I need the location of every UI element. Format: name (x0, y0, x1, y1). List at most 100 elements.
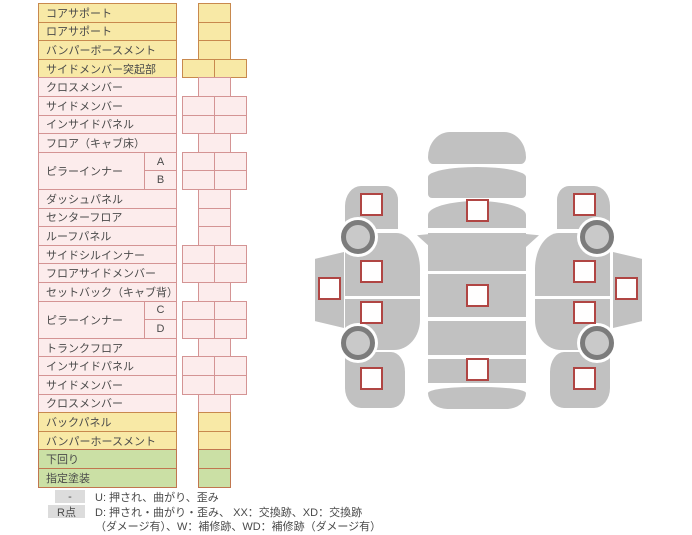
part-label: ピラーインナー (38, 300, 145, 339)
damage-cell-right[interactable] (214, 263, 247, 283)
damage-cell[interactable] (198, 77, 231, 97)
damage-cell-right[interactable] (214, 170, 247, 190)
damage-cell[interactable] (198, 207, 231, 228)
part-sublabel-A: A (144, 151, 177, 172)
right-rear-wheel (580, 326, 614, 360)
damage-cell-left[interactable] (182, 356, 215, 376)
damage-cell[interactable] (198, 430, 231, 451)
damage-cell-right[interactable] (214, 356, 247, 376)
diagram-checkbox-right-front-fender[interactable] (573, 193, 596, 216)
damage-cell-left[interactable] (182, 375, 215, 395)
part-label: 下回り (38, 449, 177, 469)
legend-text-d: D: 押され・曲がり・歪み、 XX：交換跡、XD：交換跡 (95, 507, 363, 519)
part-label: フロアサイドメンバー (38, 263, 177, 283)
part-sublabel-D: D (144, 319, 177, 339)
part-label: インサイドパネル (38, 114, 177, 135)
damage-cell-left[interactable] (182, 263, 215, 283)
damage-cell-left[interactable] (182, 96, 215, 116)
car-top-rear-bumper (428, 387, 526, 409)
damage-cell-left[interactable] (182, 58, 215, 79)
diagram-checkbox-right-rear-fender[interactable] (573, 367, 596, 390)
damage-cell[interactable] (198, 449, 231, 469)
left-front-wheel (341, 220, 375, 254)
diagram-checkbox-trunk[interactable] (466, 358, 489, 381)
part-label: フロア（キャブ床） (38, 133, 177, 153)
diagram-checkbox-right-bumper[interactable] (615, 277, 638, 300)
damage-cell-right[interactable] (214, 375, 247, 395)
part-label: サイドメンバー (38, 96, 177, 116)
part-label: クロスメンバー (38, 393, 177, 414)
damage-cell-right[interactable] (214, 300, 247, 321)
damage-cell-left[interactable] (182, 151, 215, 172)
legend-text-u: U: 押され、曲がり、歪み (95, 492, 219, 504)
damage-cell-left[interactable] (182, 170, 215, 190)
legend-text-d-cont: （ダメージ有）、W：補修跡、WD：補修跡（ダメージ有） (95, 521, 382, 533)
damage-cell-right[interactable] (214, 58, 247, 79)
left-rear-wheel (341, 326, 375, 360)
damage-cell[interactable] (198, 468, 231, 488)
part-label: バンパーボースメント (38, 40, 177, 60)
part-label: バンパーホースメント (38, 430, 177, 451)
part-label: トランクフロア (38, 337, 177, 358)
damage-cell[interactable] (198, 3, 231, 23)
part-label: サイドメンバー突起部 (38, 58, 177, 79)
diagram-checkbox-roof[interactable] (466, 284, 489, 307)
diagram-checkbox-left-rear-door[interactable] (360, 301, 383, 324)
left-mirror (417, 234, 430, 247)
car-top-rear-window (428, 321, 526, 355)
part-label: ロアサポート (38, 21, 177, 42)
diagram-checkbox-left-front-door[interactable] (360, 260, 383, 283)
left-side-divider-top (373, 229, 398, 233)
damage-cell[interactable] (198, 21, 231, 42)
car-top-cowl (428, 167, 526, 198)
part-label: サイドメンバー (38, 375, 177, 395)
damage-cell-left[interactable] (182, 114, 215, 135)
part-label: サイドシルインナー (38, 244, 177, 265)
damage-cell-right[interactable] (214, 319, 247, 339)
diagram-checkbox-left-bumper[interactable] (318, 277, 341, 300)
part-label: ピラーインナー (38, 151, 145, 190)
diagram-checkbox-left-rear-fender[interactable] (360, 367, 383, 390)
part-label: コアサポート (38, 3, 177, 23)
diagram-checkbox-right-rear-door[interactable] (573, 301, 596, 324)
part-label: セットバック（キャブ背） (38, 282, 177, 302)
damage-cell-right[interactable] (214, 114, 247, 135)
part-label: インサイドパネル (38, 356, 177, 376)
damage-cell[interactable] (198, 133, 231, 153)
damage-cell[interactable] (198, 226, 231, 246)
damage-cell-right[interactable] (214, 244, 247, 265)
damage-cell[interactable] (198, 40, 231, 60)
legend-badge-dash: - (55, 490, 85, 503)
part-label: センターフロア (38, 207, 177, 228)
right-side-divider-top (557, 229, 582, 233)
damage-cell[interactable] (198, 189, 231, 209)
part-label: 指定塗装 (38, 468, 177, 488)
damage-cell[interactable] (198, 412, 231, 432)
damage-cell[interactable] (198, 337, 231, 358)
diagram-checkbox-hood[interactable] (466, 199, 489, 222)
damage-cell-left[interactable] (182, 244, 215, 265)
legend: - U: 押され、曲がり、歪み R点 D: 押され・曲がり・歪み、 XX：交換跡… (38, 489, 478, 535)
part-label: バックパネル (38, 412, 177, 432)
right-front-wheel (580, 220, 614, 254)
part-label: ダッシュパネル (38, 189, 177, 209)
damage-cell-right[interactable] (214, 96, 247, 116)
car-top-front-bumper (428, 132, 526, 164)
right-mirror (526, 234, 539, 247)
right-side-divider-mid (535, 296, 610, 299)
damage-cell-left[interactable] (182, 319, 215, 339)
part-label: ルーフパネル (38, 226, 177, 246)
part-label: クロスメンバー (38, 77, 177, 97)
part-sublabel-C: C (144, 300, 177, 321)
part-sublabel-B: B (144, 170, 177, 190)
diagram-checkbox-left-front-fender[interactable] (360, 193, 383, 216)
damage-cell[interactable] (198, 282, 231, 302)
damage-cell-right[interactable] (214, 151, 247, 172)
legend-badge-rpoint: R点 (48, 505, 85, 519)
damage-cell-left[interactable] (182, 300, 215, 321)
car-top-windshield (428, 233, 526, 271)
left-side-divider-mid (345, 296, 420, 299)
damage-cell[interactable] (198, 393, 231, 414)
diagram-checkbox-right-front-door[interactable] (573, 260, 596, 283)
